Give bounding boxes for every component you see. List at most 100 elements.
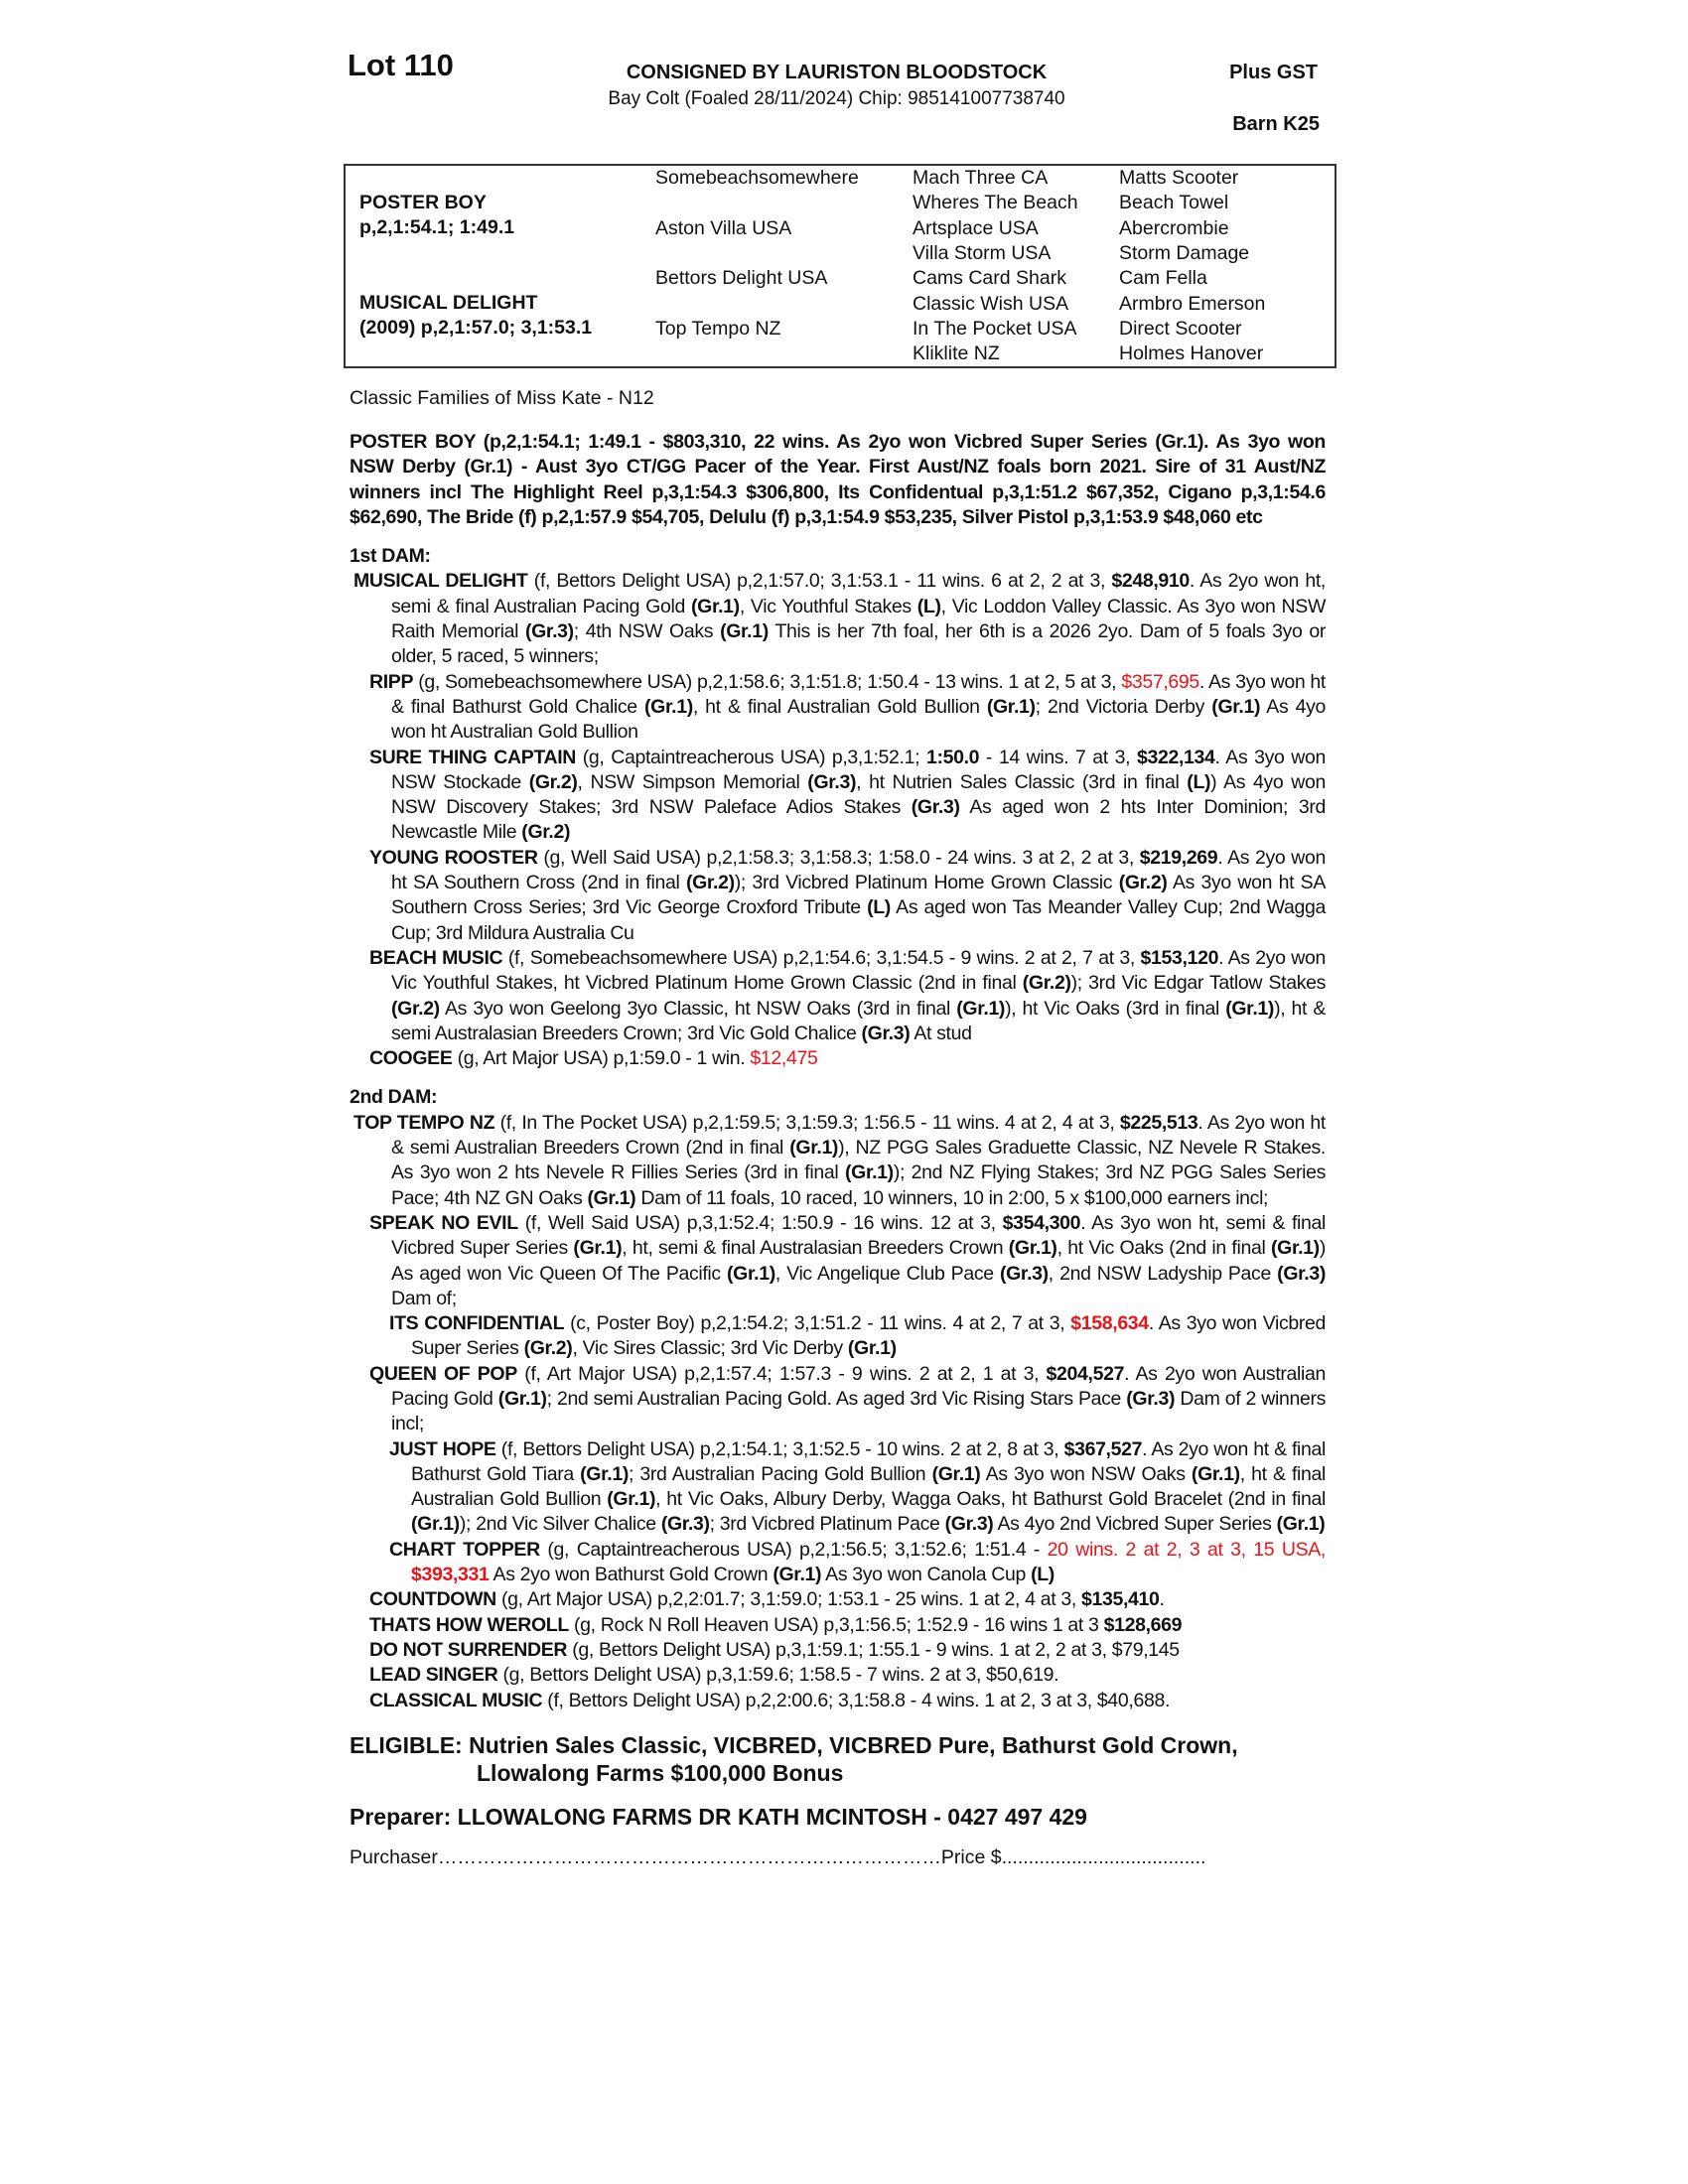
lot-header: Lot 110 CONSIGNED BY LAURISTON BLOODSTOC… xyxy=(348,48,1326,157)
entry-text: ), NZ PGG Sales Graduette Classic, NZ Ne… xyxy=(391,1137,1326,1184)
entry-text: (f, Art Major USA) p,2,1:57.4; 1:57.3 - … xyxy=(516,1362,1047,1385)
entry-text: (f, Well Said USA) p,3,1:52.4; 1:50.9 - … xyxy=(517,1211,1003,1234)
horse-name: COUNTDOWN xyxy=(369,1588,496,1611)
entry-text: , NSW Simpson Memorial xyxy=(577,770,808,793)
horse-name: YOUNG ROOSTER xyxy=(369,846,538,869)
entry-text: ; 2nd semi Australian Pacing Gold. As ag… xyxy=(546,1387,1127,1410)
pedigree-gen3-ancestor: Villa Storm USA xyxy=(913,241,1052,264)
pedigree-gen4-ancestor: Armbro Emerson xyxy=(1119,292,1266,315)
entry-text: (L) xyxy=(916,595,941,617)
entry-text: ), ht Vic Oaks (3rd in final xyxy=(1005,997,1226,1020)
entry-text: (Gr.1) xyxy=(931,1462,981,1485)
entry-text: . As 2yo won Vic Youthful Stakes, ht Vic… xyxy=(391,946,1326,995)
entry-text: (Gr.1) xyxy=(411,1513,460,1536)
entry-text: ; 3rd Vicbred Platinum Pace xyxy=(709,1513,945,1536)
entry-text: Dam of 2 winners incl; xyxy=(391,1387,1326,1435)
pedigree-gen4-ancestor: Storm Damage xyxy=(1119,241,1250,264)
entry-text: 20 wins. 2 at 2, 3 at 3, 15 USA, xyxy=(1047,1538,1327,1561)
lot-number: Lot 110 xyxy=(348,48,454,82)
section-heading: 1st DAM: xyxy=(350,545,431,568)
entry-text: (Gr.3) xyxy=(911,796,960,819)
progeny-entry: COUNTDOWN (g, Art Major USA) p,2,2:01.7;… xyxy=(350,1587,1326,1612)
sire-record: p,2,1:54.1; 1:49.1 xyxy=(359,216,515,238)
entry-text: (Gr.3) xyxy=(999,1262,1049,1285)
horse-name: THATS HOW WEROLL xyxy=(369,1613,569,1636)
pedigree-gen4-ancestor: Abercrombie xyxy=(1119,216,1229,239)
pedigree-gen3-ancestor: Cams Card Shark xyxy=(913,267,1066,290)
section-heading: 2nd DAM: xyxy=(350,1086,438,1109)
progeny-entry: RIPP (g, Somebeachsomewhere USA) p,2,1:5… xyxy=(350,670,1326,746)
pedigree-gen3-ancestor: Mach Three CA xyxy=(913,167,1049,189)
entry-text: ) As aged won Vic Queen Of The Pacific xyxy=(391,1237,1326,1285)
progeny-entry: YOUNG ROOSTER (g, Well Said USA) p,2,1:5… xyxy=(350,846,1326,946)
entry-text: $204,527 xyxy=(1046,1362,1125,1385)
entry-text: As aged won Tas Meander Valley Cup; 2nd … xyxy=(391,896,1326,944)
entry-text: (Gr.2) xyxy=(1022,972,1071,995)
eligibility-line-2: Llowalong Farms $100,000 Bonus xyxy=(477,1759,844,1786)
entry-text: ), ht & semi Australasian Breeders Crown… xyxy=(391,997,1326,1044)
entry-text: $128,669 xyxy=(1103,1613,1183,1636)
entry-text: (Gr.2) xyxy=(391,997,440,1020)
entry-text: , Vic Angelique Club Pace xyxy=(774,1262,1000,1285)
progeny-entry: COOGEE (g, Art Major USA) p,1:59.0 - 1 w… xyxy=(350,1046,1326,1071)
pedigree-gen2-ancestor: Top Tempo NZ xyxy=(655,317,781,340)
preparer: Preparer: LLOWALONG FARMS DR KATH MCINTO… xyxy=(350,1803,1087,1830)
entry-text: As aged won 2 hts Inter Dominion; 3rd Ne… xyxy=(391,796,1326,844)
entry-text: As 2yo won Bathurst Gold Crown xyxy=(489,1564,774,1586)
progeny-entry: DO NOT SURRENDER (g, Bettors Delight USA… xyxy=(350,1638,1326,1663)
entry-text: (Gr.3) xyxy=(944,1513,994,1536)
pedigree-gen2-ancestor: Somebeachsomewhere xyxy=(655,167,859,189)
horse-name: RIPP xyxy=(369,670,414,693)
progeny-entry: LEAD SINGER (g, Bettors Delight USA) p,3… xyxy=(350,1663,1326,1688)
horse-name: QUEEN OF POP xyxy=(369,1362,517,1385)
progeny-entry: THATS HOW WEROLL (g, Rock N Roll Heaven … xyxy=(350,1613,1326,1638)
entry-text: $158,634 xyxy=(1070,1312,1149,1335)
entry-text: $225,513 xyxy=(1119,1111,1198,1134)
entry-text: (L) xyxy=(867,896,891,919)
pedigree-gen3-ancestor: Kliklite NZ xyxy=(913,342,1000,365)
entry-text: $219,269 xyxy=(1139,846,1218,869)
entry-text: (Gr.3) xyxy=(807,770,857,793)
entry-text: ); 2nd Vic Silver Chalice xyxy=(459,1513,661,1536)
entry-text: (g, Bettors Delight USA) p,3,1:59.1; 1:5… xyxy=(567,1638,1180,1661)
entry-text: . As 3yo won ht & final Bathurst Gold Ch… xyxy=(391,670,1326,718)
horse-name: CLASSICAL MUSIC xyxy=(369,1689,543,1711)
entry-text: (Gr.1) xyxy=(773,1564,822,1586)
entry-text: ); 3rd Vicbred Platinum Home Grown Class… xyxy=(734,872,1119,894)
entry-text: . As 2yo won ht & final Bathurst Gold Ti… xyxy=(411,1437,1326,1485)
entry-text: . xyxy=(1159,1588,1165,1611)
entry-text: Dam of; xyxy=(391,1287,457,1309)
entry-text: (f, Bettors Delight USA) p,2,1:54.1; 3,1… xyxy=(495,1437,1064,1460)
sire-paragraph: POSTER BOY (p,2,1:54.1; 1:49.1 - $803,31… xyxy=(350,431,1326,528)
family-line: Classic Families of Miss Kate - N12 xyxy=(350,387,654,409)
horse-name: BEACH MUSIC xyxy=(369,946,503,969)
entry-text: (L) xyxy=(1187,770,1211,793)
entry-text: . As 3yo won NSW Stockade xyxy=(391,746,1327,793)
entry-text: $393,331 xyxy=(411,1564,490,1586)
entry-text: (Gr.1) xyxy=(1225,997,1275,1020)
pedigree-gen4-ancestor: Direct Scooter xyxy=(1119,317,1242,340)
entry-text: , ht, semi & final Australasian Breeders… xyxy=(622,1237,1009,1260)
entry-text: (f, In The Pocket USA) p,2,1:59.5; 3,1:5… xyxy=(494,1111,1120,1134)
entry-text: (Gr.1) xyxy=(607,1488,656,1511)
pedigree-table: POSTER BOY p,2,1:54.1; 1:49.1 MUSICAL DE… xyxy=(344,164,1336,368)
eligibility-line-1: ELIGIBLE: Nutrien Sales Classic, VICBRED… xyxy=(350,1731,1238,1758)
entry-text: ) As 4yo won NSW Discovery Stakes; 3rd N… xyxy=(391,770,1326,819)
dam-entry: TOP TEMPO NZ (f, In The Pocket USA) p,2,… xyxy=(350,1111,1326,1211)
gst-note: Plus GST xyxy=(1229,62,1318,83)
entry-text: (Gr.2) xyxy=(685,872,735,894)
entry-text: (f, Bettors Delight USA) p,2,2:00.6; 3,1… xyxy=(542,1689,1171,1711)
entry-text: , ht Vic Oaks (2nd in final xyxy=(1056,1237,1271,1260)
entry-text: (Gr.1) xyxy=(844,1161,894,1184)
entry-text: (Gr.1) xyxy=(1191,1462,1240,1485)
entry-text: , ht & final Australian Gold Bullion xyxy=(692,695,987,718)
purchaser-price-line[interactable]: Purchaser……………………………………………………………………Price… xyxy=(350,1846,1206,1869)
horse-name: TOP TEMPO NZ xyxy=(353,1111,495,1134)
entry-text: Dam of 11 foals, 10 raced, 10 winners, 1… xyxy=(635,1186,1269,1209)
progeny-entry: JUST HOPE (f, Bettors Delight USA) p,2,1… xyxy=(350,1437,1326,1538)
pedigree-gen4-ancestor: Holmes Hanover xyxy=(1119,342,1264,365)
entry-text: (g, Art Major USA) p,1:59.0 - 1 win. xyxy=(452,1047,751,1070)
entry-text: ; 2nd Victoria Derby xyxy=(1035,695,1212,718)
horse-name: SURE THING CAPTAIN xyxy=(369,746,576,768)
entry-text: (g, Rock N Roll Heaven USA) p,3,1:56.5; … xyxy=(568,1613,1104,1636)
